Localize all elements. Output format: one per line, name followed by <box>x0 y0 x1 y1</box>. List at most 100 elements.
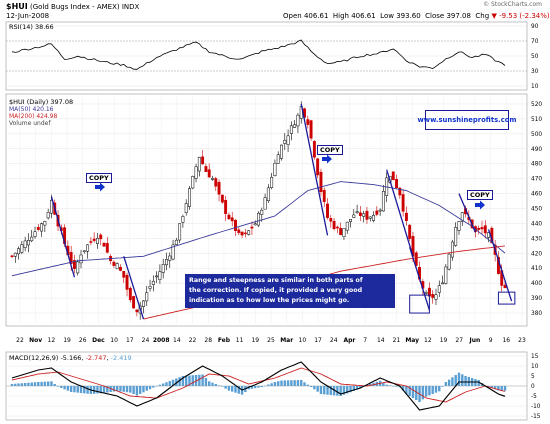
rsi-line <box>11 39 506 70</box>
note-line-1: Range and steepness are similar in both … <box>189 277 363 284</box>
macd-hist-bar <box>500 386 503 391</box>
watermark: © StockCharts.com <box>483 1 542 8</box>
macd-hist-bar <box>408 386 411 396</box>
candle-body <box>355 211 359 213</box>
macd-hist-bar <box>263 385 267 387</box>
macd-legend-signal: -2.747 <box>85 354 107 362</box>
price-legend: $HUI (Daily) 397.08 <box>9 98 74 106</box>
candle-body <box>99 234 103 240</box>
candle-body <box>335 226 339 229</box>
candle-body <box>158 271 162 280</box>
macd-hist-bar <box>359 386 362 389</box>
candle-body <box>345 221 349 231</box>
macd-hist-bar <box>208 381 211 386</box>
macd-hist-bar <box>477 380 480 386</box>
macd-hist-bar <box>349 386 352 393</box>
x-tick-label: 17 <box>126 337 134 344</box>
macd-hist-bar <box>188 375 191 386</box>
candle-body <box>76 261 80 274</box>
candle-body <box>178 223 182 241</box>
x-tick-label: 22 <box>189 337 197 344</box>
candle-body <box>191 176 195 189</box>
macd-hist-bar <box>53 384 56 386</box>
x-tick-label: 16 <box>502 337 510 344</box>
x-tick-label: 19 <box>63 337 71 344</box>
macd-hist-bar <box>303 382 306 386</box>
candle-body <box>217 181 221 195</box>
macd-hist-bar <box>493 386 497 390</box>
candle-body <box>201 156 205 165</box>
macd-line <box>11 361 506 411</box>
macd-hist-bar <box>14 383 17 386</box>
macd-hist-bar <box>86 386 89 394</box>
candle-body <box>352 214 356 218</box>
macd-hist-bar <box>388 385 392 386</box>
macd-hist-bar <box>27 382 30 386</box>
rsi-y-tick-label: 10 <box>531 84 539 90</box>
price-y-tick-label: 420 <box>531 251 542 257</box>
macd-legend-name: MACD(12,26,9) <box>9 354 59 362</box>
candle-body <box>424 292 428 294</box>
candle-body <box>375 210 379 215</box>
candle-body <box>289 125 293 134</box>
candle-body <box>342 228 346 237</box>
macd-y-tick-label: 10 <box>531 364 539 370</box>
candle-body <box>10 255 14 257</box>
macd-hist-bar <box>306 384 309 386</box>
macd-hist-bar <box>181 376 185 386</box>
price-y-tick-label: 440 <box>531 221 542 227</box>
trend-line-7 <box>487 229 513 302</box>
macd-signal-line <box>11 367 506 403</box>
candle-body <box>368 216 372 219</box>
candle-body <box>89 241 93 243</box>
candle-body <box>194 166 198 179</box>
candle-body <box>17 248 21 255</box>
candle-body <box>105 243 109 253</box>
target-box-1 <box>409 294 430 314</box>
macd-hist-bar <box>250 386 254 389</box>
index-name: (Gold Bugs Index - AMEX) <box>29 3 120 11</box>
trend-line-5 <box>409 247 431 311</box>
macd-hist-bar <box>125 386 129 393</box>
macd-hist-bar <box>369 383 372 386</box>
candle-body <box>204 166 208 172</box>
macd-hist-bar <box>73 386 76 393</box>
candle-body <box>224 199 228 214</box>
macd-hist-bar <box>79 386 83 393</box>
macd-hist-bar <box>129 386 132 393</box>
price-y-tick-label: 470 <box>531 177 542 183</box>
candle-body <box>253 223 257 226</box>
macd-hist-bar <box>63 386 66 390</box>
price-y-tick-label: 460 <box>531 192 542 198</box>
macd-hist-bar <box>424 386 428 397</box>
candle-body <box>49 200 53 214</box>
macd-hist-bar <box>20 383 24 386</box>
macd-hist-bar <box>454 375 457 386</box>
high-label: High <box>332 12 349 20</box>
exchange: INDX <box>121 3 140 11</box>
candle-body <box>234 219 237 231</box>
x-tick-label: Dec <box>92 337 105 344</box>
macd-hist-bar <box>428 386 431 396</box>
candle-body <box>257 212 260 226</box>
low-value: 393.60 <box>396 12 421 20</box>
note-line-3: indication as to how low the prices migh… <box>189 297 350 304</box>
price-y-tick-label: 390 <box>531 296 542 302</box>
candle-body <box>293 124 297 128</box>
candle-body <box>230 217 234 222</box>
ma200-legend: MA(200) 424.98 <box>9 113 58 120</box>
candle-body <box>220 194 224 203</box>
open-label: Open <box>283 12 302 20</box>
macd-hist-bar <box>415 386 418 400</box>
macd-hist-bar <box>365 384 369 386</box>
macd-hist-bar <box>434 386 438 393</box>
x-tick-label: 2008 <box>153 337 170 344</box>
macd-hist-bar <box>441 386 444 387</box>
candle-body <box>276 154 280 164</box>
candle-body <box>454 227 458 246</box>
candle-body <box>381 191 385 212</box>
macd-hist-bar <box>43 381 47 386</box>
macd-hist-bar <box>352 386 356 391</box>
volume-legend: Volume undef <box>9 120 51 127</box>
